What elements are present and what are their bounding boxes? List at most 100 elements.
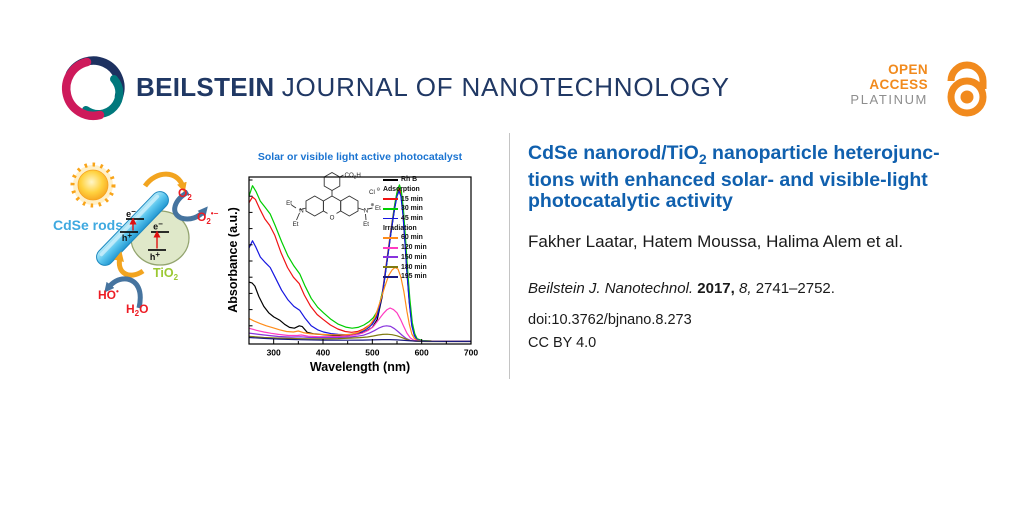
title-line2: tions with enhanced solar- and visible-l… [528, 168, 928, 191]
legend-line-sample [383, 256, 398, 259]
legend-label: Rh B [401, 176, 418, 184]
open-access-line-open: OPEN [888, 62, 928, 77]
svg-text:h+: h+ [122, 231, 133, 243]
title-line1-post: nanoparticle heterojunc- [706, 142, 940, 164]
x-tick-label: 700 [464, 348, 478, 358]
xanthene-oxygen-label: O [330, 215, 335, 222]
legend-label: Adsorption [383, 186, 420, 194]
et-label: Et [286, 200, 292, 207]
series-60-min [249, 266, 471, 342]
article-title[interactable]: CdSe nanorod/TiO2 nanoparticle heterojun… [528, 143, 1006, 212]
legend-line-sample [383, 266, 398, 268]
o2-label: O2 [178, 186, 192, 202]
legend-line-sample [383, 275, 398, 278]
beilstein-logo-icon[interactable] [56, 52, 132, 124]
open-access-badge[interactable]: OPEN ACCESS PLATINUM [820, 50, 1000, 122]
co2h-label: CO2H [345, 172, 361, 180]
journal-name-rest: JOURNAL OF NANOTECHNOLOGY [281, 72, 730, 102]
rhodamine-b-structure: CO2H O N Et Et N ⊕ Et Et Cl ⊖ [286, 171, 381, 228]
series-30-min [249, 184, 471, 342]
n-right-label: N [364, 208, 368, 215]
legend-label: 180 min [401, 263, 427, 271]
particle-energy-levels: e− h+ [148, 220, 169, 262]
svg-text:e−: e− [153, 220, 163, 232]
legend-item: 195 min [383, 272, 473, 282]
legend-line-sample [383, 246, 398, 249]
series-45-min [249, 190, 471, 342]
legend-label: 45 min [401, 215, 423, 223]
legend-item: Rh B [383, 175, 473, 185]
legend-item: 15 min [383, 194, 473, 204]
svg-text:e−: e− [126, 207, 136, 219]
plus-charge-label: ⊕ [371, 202, 375, 207]
citation-year: 2017, [697, 279, 735, 297]
water-label: H2O [126, 302, 148, 318]
cdse-rods-label: CdSe rods [53, 217, 123, 233]
hydroxyl-radical-label: HO• [98, 287, 119, 302]
citation-journal: Beilstein J. Nanotechnol. [528, 279, 694, 297]
particle-electron-label: e [153, 222, 158, 232]
citation-pages: 2741–2752. [755, 279, 835, 297]
rod-electron-label: e [126, 209, 131, 219]
y-axis-label: Absorbance (a.u.) [228, 207, 240, 313]
legend-item: 150 min [383, 253, 473, 263]
axis-ticks: 300 400 500 600 700 [249, 179, 478, 358]
legend-line-sample [383, 208, 398, 210]
oxygen-reduction-arrow [172, 189, 208, 222]
x-axis-label: Wavelength (nm) [310, 360, 410, 374]
legend-line-sample [383, 217, 398, 220]
legend-label: 195 min [401, 273, 427, 281]
spectra-curves [249, 184, 471, 343]
graphical-abstract-scheme: CdSe rods e− h+ e− h+ O2 O2•− [53, 162, 219, 318]
rod-energy-levels: e− h+ [120, 207, 144, 243]
chart-legend: Rh B Adsorption 15 min 30 min 45 min Irradiat… [383, 175, 473, 282]
logo-arc-teal [82, 75, 124, 119]
legend-group-header: Adsorption [383, 185, 473, 195]
license: CC BY 4.0 [528, 334, 597, 351]
legend-label: 150 min [401, 253, 427, 261]
open-access-line-platinum: PLATINUM [850, 92, 928, 107]
journal-name-bold: BEILSTEIN [136, 72, 275, 102]
title-line1-pre: CdSe nanorod/TiO [528, 142, 699, 164]
legend-line-sample [383, 237, 398, 239]
legend-line-sample [383, 198, 398, 201]
series-150-min [249, 325, 471, 343]
absorbance-chart: Solar or visible light active photocatal… [228, 142, 508, 388]
et-label: Et [363, 221, 369, 228]
legend-group-header: Irradiation [383, 223, 473, 233]
legend-label: 60 min [401, 234, 423, 242]
title-subscript: 2 [698, 150, 707, 167]
citation-volume: 8, [739, 279, 752, 297]
water-oxidation-arrow [104, 276, 143, 309]
svg-text:h+: h+ [150, 250, 161, 262]
vertical-divider [509, 133, 510, 379]
legend-label: 120 min [401, 244, 427, 252]
chart-title: Solar or visible light active photocatal… [258, 151, 463, 163]
article-info: CdSe nanorod/TiO2 nanoparticle heterojun… [528, 143, 1006, 351]
open-access-line-access: ACCESS [869, 77, 928, 92]
o2-radical-label: O2•− [197, 209, 219, 226]
legend-line-sample [383, 178, 398, 181]
authors: Fakher Laatar, Hatem Moussa, Halima Alem… [528, 231, 904, 251]
logo-arc-crimson [62, 57, 105, 120]
x-tick-label: 400 [316, 348, 330, 358]
legend-item: 30 min [383, 204, 473, 214]
title-line3: photocatalytic activity [528, 189, 733, 212]
rod-hole-label: h [122, 233, 128, 243]
citation: Beilstein J. Nanotechnol. 2017, 8, 2741–… [528, 280, 1006, 297]
legend-item: 45 min [383, 214, 473, 224]
open-access-text: OPEN ACCESS PLATINUM [850, 62, 928, 107]
chloride-label: Cl [369, 189, 375, 196]
sun-icon [70, 162, 116, 208]
legend-item: 180 min [383, 262, 473, 272]
electron-transfer-arrow [142, 171, 187, 193]
et-label: Et [375, 205, 381, 212]
particle-hole-label: h [150, 252, 156, 262]
open-lock-icon [947, 61, 987, 117]
et-label: Et [293, 221, 299, 228]
legend-item: 120 min [383, 243, 473, 253]
chart-canvas: Solar or visible light active photocatal… [228, 151, 478, 374]
legend-item: 60 min [383, 233, 473, 243]
series-195-min [249, 336, 471, 342]
